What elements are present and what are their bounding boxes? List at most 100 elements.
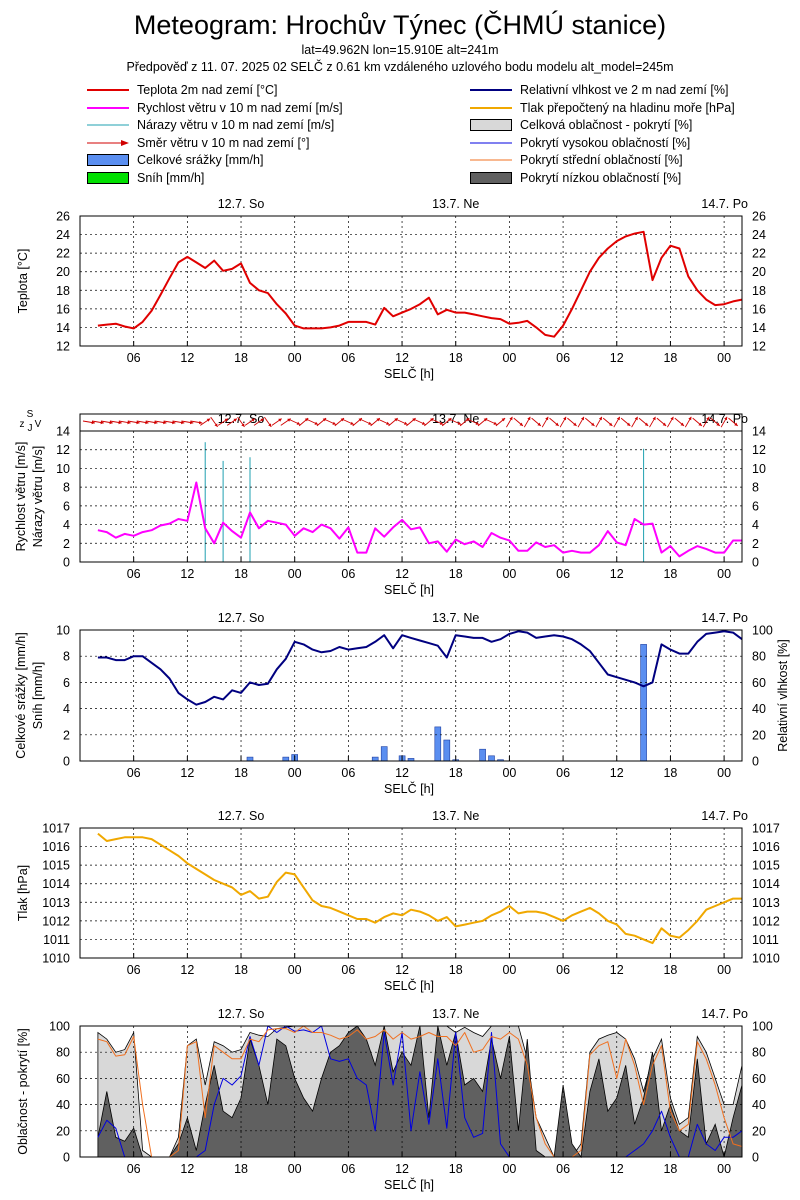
x-tick-label: 06: [127, 567, 141, 581]
y-tick-label: 60: [56, 1072, 70, 1086]
y-tick-label: 100: [49, 1020, 70, 1034]
y-tick-label-right: 1015: [752, 859, 780, 873]
legend-label: Směr větru v 10 m nad zemí [°]: [137, 135, 310, 150]
wind-arrow-head: [268, 423, 272, 427]
y-tick-label-right: 100: [752, 624, 773, 638]
y-tick-label-right: 14: [752, 425, 766, 439]
legend-swatch: [87, 171, 129, 184]
series-line: [97, 481, 742, 558]
legend-swatch: [87, 154, 129, 166]
day-label: 14.7. Po: [701, 197, 748, 211]
x-tick-label: 12: [395, 766, 409, 780]
y-tick-label: 12: [56, 340, 70, 354]
legend-label: Rychlost větru v 10 m nad zemí [m/s]: [137, 100, 343, 115]
x-tick-label: 18: [449, 1162, 463, 1176]
x-tick-label: 12: [180, 351, 194, 365]
legend-swatch: [87, 137, 129, 149]
wind-arrow-head: [214, 423, 218, 427]
y-axis-label: Rychlost větru [m/s]: [14, 442, 28, 552]
wind-arrow-head: [573, 422, 577, 426]
wind-arrow-head: [127, 420, 131, 425]
y-tick-label-right: 18: [752, 284, 766, 298]
wind-arrow-head: [376, 418, 380, 422]
y-tick-label: 1015: [42, 859, 70, 873]
day-label: 12.7. So: [218, 412, 265, 426]
x-tick-label: 00: [502, 567, 516, 581]
y-tick-label: 16: [56, 302, 70, 316]
y-tick-label-right: 6: [752, 499, 759, 513]
wind-arrow-head: [555, 422, 559, 426]
legend-swatch: [87, 102, 129, 114]
y-tick-label: 8: [63, 650, 70, 664]
x-tick-label: 06: [341, 351, 355, 365]
y-tick-label: 12: [56, 443, 70, 457]
x-tick-label: 12: [395, 567, 409, 581]
wind-arrow-head: [314, 421, 318, 425]
wind-arrow-head: [706, 416, 710, 421]
y-axis-label: Teplota [°C]: [16, 249, 30, 314]
y-tick-label-right: 1013: [752, 896, 780, 910]
legend-swatch: [87, 84, 129, 96]
legend-label: Celková oblačnost - pokrytí [%]: [520, 118, 693, 132]
wind-arrow-head: [412, 418, 416, 422]
x-tick-label: 18: [663, 567, 677, 581]
wind-arrow-head: [251, 418, 255, 422]
day-label: 12.7. So: [218, 809, 265, 823]
x-tick-label: 06: [556, 963, 570, 977]
wind-arrow-head: [662, 422, 667, 426]
wind-arrow-head: [509, 416, 513, 421]
y-tick-label-right: 40: [752, 1098, 766, 1112]
series-area: [97, 1025, 743, 1159]
precip-bar: [246, 756, 254, 762]
legend-label: Pokrytí střední oblačností [%]: [520, 153, 683, 167]
precip-bar: [443, 739, 451, 762]
compass-label: J: [28, 423, 33, 434]
wind-arrow-head: [198, 420, 203, 425]
day-label: 12.7. So: [218, 1007, 265, 1021]
wind-arrow-head: [91, 420, 95, 425]
y-tick-label: 6: [63, 676, 70, 690]
legend-label: Pokrytí nízkou oblačností [%]: [520, 170, 682, 185]
x-tick-label: 18: [234, 351, 248, 365]
x-tick-label: 06: [341, 1162, 355, 1176]
y-tick-label-right: 80: [752, 1046, 766, 1060]
wind-arrow-head: [716, 422, 720, 426]
x-tick-label: 18: [234, 567, 248, 581]
wind-arrow-head: [501, 418, 506, 422]
legend-label: Teplota 2m nad zemí [°C]: [137, 83, 278, 97]
x-tick-label: 00: [288, 351, 302, 365]
y-tick-label-right: 12: [752, 340, 766, 354]
y-tick-label-right: 1010: [752, 952, 780, 966]
precip-bar: [380, 746, 388, 762]
legend-swatch: [470, 137, 512, 149]
wind-arrow-head: [358, 418, 362, 422]
x-tick-label: 12: [180, 963, 194, 977]
legend-swatch: [470, 171, 512, 184]
legend-label: Sníh [mm/h]: [137, 170, 205, 185]
y-tick-label: 4: [63, 702, 70, 716]
series-line: [97, 832, 742, 945]
y-tick-label: 22: [56, 247, 70, 261]
y-tick-label: 10: [56, 462, 70, 476]
y-axis-label-right: Relativní vlhkost [%]: [776, 639, 790, 752]
wind-arrow-head: [172, 420, 176, 425]
wind-arrow-head: [688, 416, 692, 421]
y-axis-label-secondary: Nárazy větru [m/s]: [31, 446, 45, 547]
x-tick-label: 00: [502, 766, 516, 780]
x-tick-label: 00: [717, 351, 731, 365]
x-tick-label: 00: [502, 1162, 516, 1176]
x-tick-label: 06: [341, 567, 355, 581]
wind-arrow-head: [591, 422, 595, 426]
wind-arrow-head: [670, 416, 674, 421]
x-tick-label: 00: [288, 963, 302, 977]
day-label: 14.7. Po: [701, 1007, 748, 1021]
day-label: 13.7. Ne: [432, 1007, 479, 1021]
legend-label: Nárazy větru v 10 m nad zemí [m/s]: [137, 118, 335, 132]
x-tick-label: 00: [288, 567, 302, 581]
x-tick-label: 12: [610, 963, 624, 977]
y-tick-label-right: 60: [752, 1072, 766, 1086]
y-tick-label-right: 1012: [752, 914, 780, 928]
wind-arrow-head: [563, 416, 567, 421]
y-axis-label: Celkové srážky [mm/h]: [14, 632, 28, 758]
